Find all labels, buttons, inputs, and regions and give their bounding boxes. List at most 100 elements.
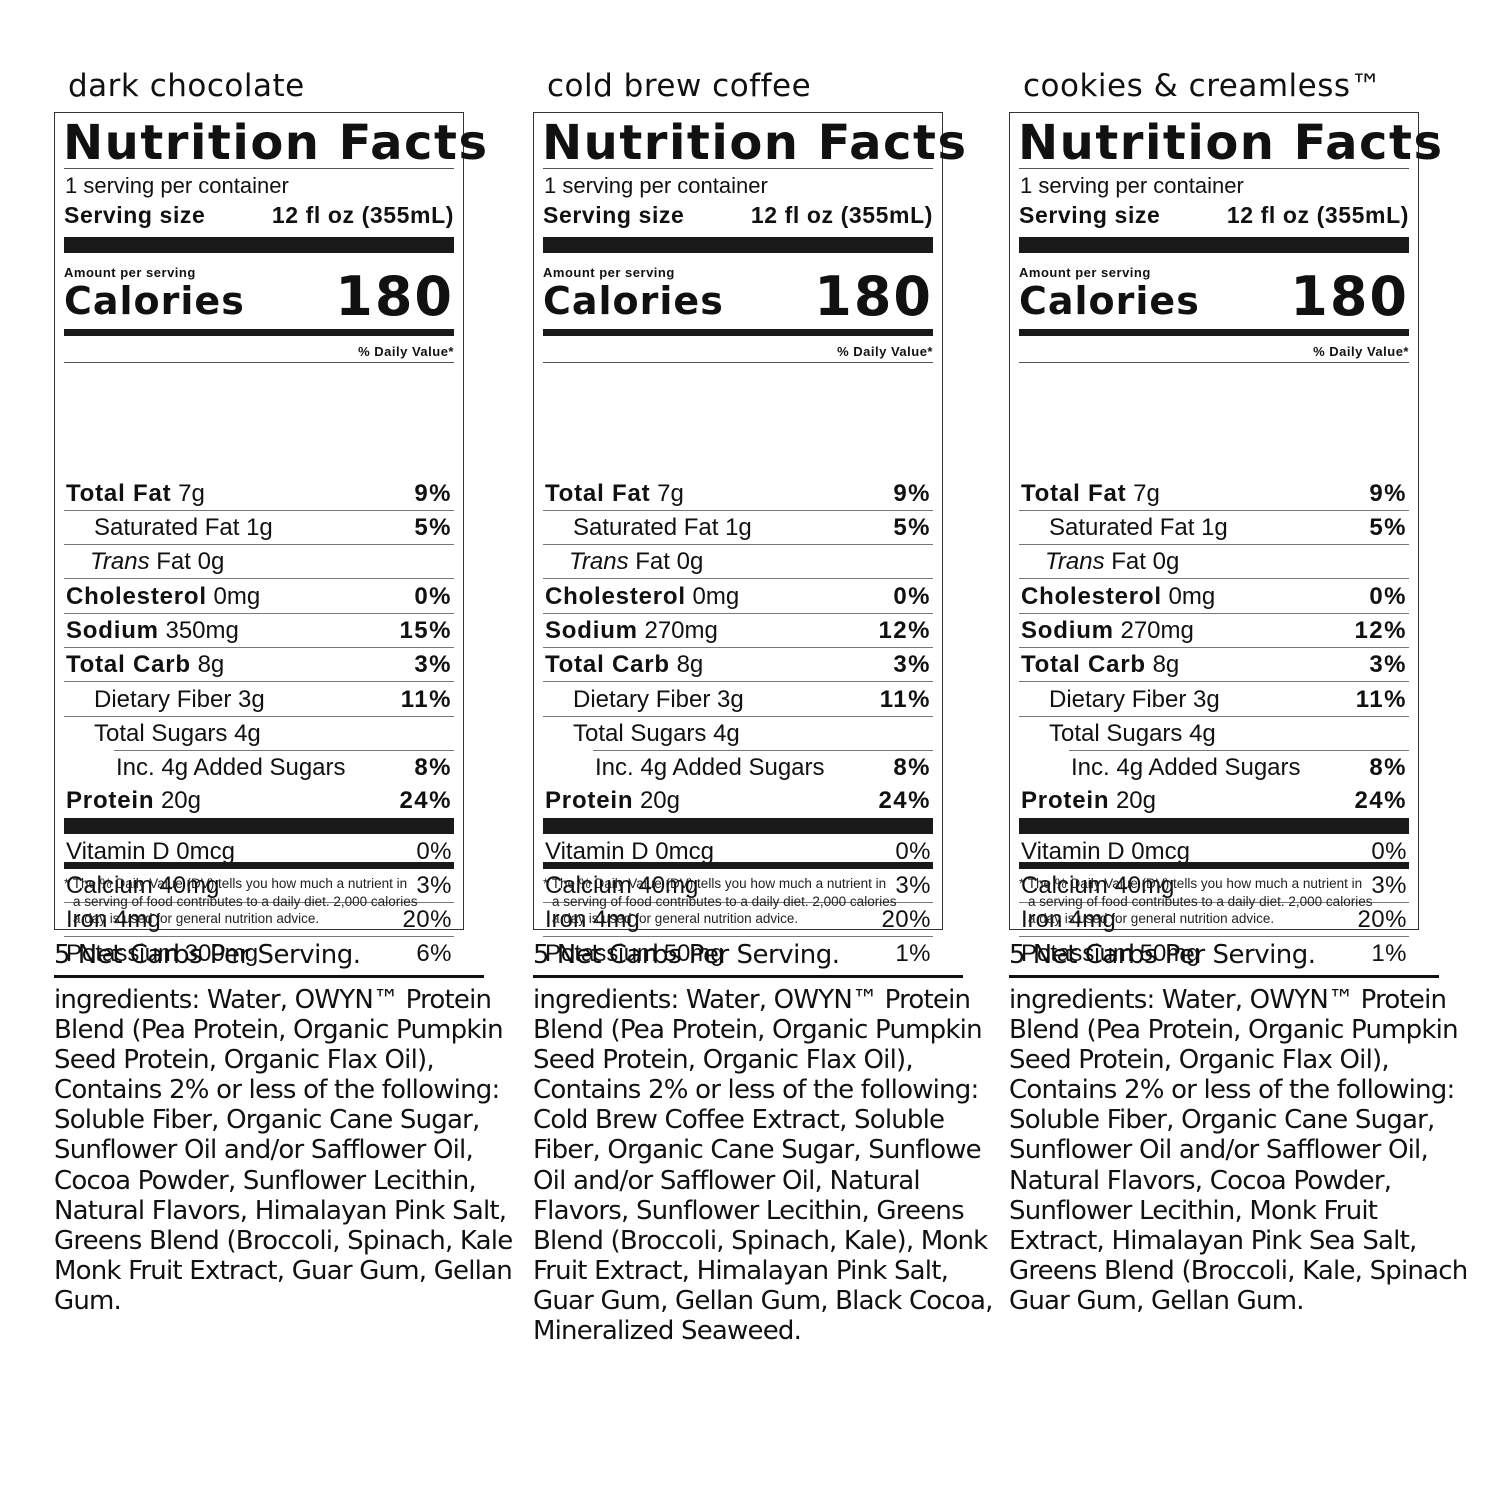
nutrient-name: Sodium bbox=[545, 617, 638, 644]
nutrient-name: Cholesterol bbox=[545, 583, 686, 610]
row-divider bbox=[1019, 902, 1409, 903]
nutrient-name: Protein bbox=[66, 787, 155, 814]
nutrient-amount: Total Sugars 4g bbox=[1049, 720, 1216, 747]
vitamin-row: Potassium 300mg 6% bbox=[64, 937, 454, 971]
nutrient-amount: 350mg bbox=[158, 617, 239, 644]
ingredients-line: Monk Fruit Extract, Guar Gum, Gellan bbox=[54, 1255, 513, 1286]
nutrient-row: Inc. 4g Added Sugars 8% bbox=[543, 751, 933, 785]
flavor-name: dark chocolate bbox=[68, 68, 305, 104]
nutrient-row: Saturated Fat 1g 5% bbox=[1019, 511, 1409, 545]
footnote-line: a day is used for general nutrition advi… bbox=[1028, 911, 1275, 926]
vitamin-row: Iron 4mg 20% bbox=[64, 903, 454, 937]
nutrient-daily-value: 24% bbox=[1354, 787, 1407, 814]
vitamin-daily-value: 3% bbox=[895, 872, 931, 899]
nutrient-daily-value: 0% bbox=[414, 583, 452, 610]
ingredients-line: Sunflower Oil and/or Safflower Oil, bbox=[54, 1135, 474, 1166]
ingredients-line: ingredients: Water, OWYN™ Protein bbox=[533, 985, 971, 1015]
row-divider bbox=[1019, 681, 1409, 682]
nutrient-amount: Saturated Fat 1g bbox=[94, 514, 273, 541]
nutrition-facts-panel: Nutrition Facts 1 serving per container Se… bbox=[54, 112, 487, 967]
nutrient-label: Trans Fat 0g bbox=[569, 548, 703, 576]
nutrient-daily-value: 3% bbox=[893, 651, 931, 678]
vitamin-row: Potassium 50mg 1% bbox=[1019, 937, 1409, 971]
nutrient-label: Inc. 4g Added Sugars bbox=[595, 754, 825, 782]
nutrient-row: Total Fat 7g 9% bbox=[1019, 477, 1409, 511]
vitamin-daily-value: 3% bbox=[416, 872, 452, 899]
vitamin-label: Calcium 40mg bbox=[66, 872, 220, 899]
panel-content: Nutrition Facts 1 serving per container Se… bbox=[542, 113, 966, 967]
nutrient-daily-value: 11% bbox=[400, 686, 452, 713]
row-divider bbox=[64, 510, 454, 511]
row-divider bbox=[64, 544, 454, 545]
net-carbs-underline bbox=[54, 975, 484, 978]
vitamin-label: Vitamin D 0mcg bbox=[545, 838, 714, 865]
vitamin-label: Iron 4mg bbox=[1021, 906, 1116, 933]
vitamin-daily-value: 20% bbox=[402, 906, 452, 933]
nutrient-label: Trans Fat 0g bbox=[1045, 548, 1179, 576]
ingredients-line: ingredients: Water, OWYN™ Protein bbox=[54, 985, 492, 1015]
vitamin-daily-value: 0% bbox=[895, 838, 931, 865]
row-divider bbox=[64, 647, 454, 648]
row-divider bbox=[1069, 750, 1409, 751]
row-divider bbox=[543, 936, 933, 937]
net-carbs-underline bbox=[1009, 975, 1439, 978]
divider bbox=[1019, 168, 1409, 169]
nutrient-amount: 20g bbox=[633, 787, 680, 814]
footnote-line: * The % Daily Value (DV) tells you how m… bbox=[1019, 876, 1363, 891]
footnote-line: a serving of food contributes to a daily… bbox=[552, 893, 897, 909]
footnote-line: a serving of food contributes to a daily… bbox=[1028, 893, 1373, 909]
calories-label: Calories bbox=[64, 279, 245, 323]
vitamin-row: Potassium 50mg 1% bbox=[543, 937, 933, 971]
vitamin-daily-value: 0% bbox=[416, 838, 452, 865]
net-carbs-statement: 5 Net Carbs Per Serving. bbox=[533, 940, 840, 970]
flavor-name: cookies & creamless™ bbox=[1023, 68, 1383, 104]
calories-value: 180 bbox=[335, 265, 454, 328]
nutrient-row: Total Carb 8g 3% bbox=[543, 648, 933, 682]
vitamin-row: Calcium 40mg 3% bbox=[543, 869, 933, 903]
nutrient-amount: Inc. 4g Added Sugars bbox=[116, 754, 346, 781]
serving-size: Serving size 12 fl oz (355mL) bbox=[64, 202, 454, 229]
ingredients-line: Extract, Himalayan Pink Sea Salt, bbox=[1009, 1225, 1417, 1256]
nutrient-label: Sodium 270mg bbox=[545, 617, 718, 645]
ingredients-line: Cold Brew Coffee Extract, Soluble bbox=[533, 1105, 945, 1136]
row-divider bbox=[1019, 613, 1409, 614]
vitamin-label: Calcium 40mg bbox=[545, 872, 699, 899]
ingredients-text: ingredients: Water, OWYN™ Protein Blend (… bbox=[54, 985, 514, 1316]
nutrient-daily-value: 8% bbox=[893, 754, 931, 781]
serving-size-label: Serving size bbox=[543, 202, 685, 228]
medium-divider bbox=[1019, 862, 1409, 869]
nutrient-label: Total Sugars 4g bbox=[573, 720, 740, 748]
serving-size-value: 12 fl oz (355mL) bbox=[750, 202, 933, 228]
row-divider bbox=[543, 647, 933, 648]
footnote: * The % Daily Value (DV) tells you how m… bbox=[64, 875, 454, 928]
row-divider bbox=[543, 681, 933, 682]
serving-size: Serving size 12 fl oz (355mL) bbox=[543, 202, 933, 229]
calories-value: 180 bbox=[1290, 265, 1409, 328]
nutrient-label: Total Fat 7g bbox=[66, 480, 205, 508]
nutrient-daily-value: 8% bbox=[1369, 754, 1407, 781]
thick-divider bbox=[64, 818, 454, 834]
nutrient-row: Trans Fat 0g bbox=[543, 545, 933, 579]
ingredients-line: Oil and/or Safflower Oil, Natural bbox=[533, 1165, 921, 1196]
medium-divider bbox=[543, 329, 933, 336]
nutrient-row: Protein 20g 24% bbox=[64, 784, 454, 818]
row-divider bbox=[543, 510, 933, 511]
nutrition-facts-title: Nutrition Facts bbox=[1018, 115, 1444, 171]
ingredients-line: Natural Flavors, Cocoa Powder, bbox=[1009, 1165, 1392, 1196]
nutrient-label: Cholesterol 0mg bbox=[1021, 583, 1215, 611]
amount-per-serving: Amount per serving bbox=[1019, 265, 1151, 280]
thick-divider bbox=[1019, 818, 1409, 834]
medium-divider bbox=[543, 862, 933, 869]
nutrient-label: Saturated Fat 1g bbox=[1049, 514, 1228, 542]
nutrient-label: Trans Fat 0g bbox=[90, 548, 224, 576]
footnote-line: * The % Daily Value (DV) tells you how m… bbox=[64, 876, 408, 891]
row-divider bbox=[64, 613, 454, 614]
nutrition-facts-title: Nutrition Facts bbox=[63, 115, 489, 171]
ingredients-line: Guar Gum, Gellan Gum, Black Cocoa, bbox=[533, 1285, 993, 1316]
nutrient-daily-value: 0% bbox=[893, 583, 931, 610]
ingredients-line: Flavors, Sunflower Lecithin, Greens bbox=[533, 1195, 965, 1226]
vitamin-daily-value: 1% bbox=[1371, 940, 1407, 967]
ingredients-line: Fiber, Organic Cane Sugar, Sunflowe bbox=[533, 1135, 982, 1166]
net-carbs-underline bbox=[533, 975, 963, 978]
nutrient-row: Protein 20g 24% bbox=[543, 784, 933, 818]
